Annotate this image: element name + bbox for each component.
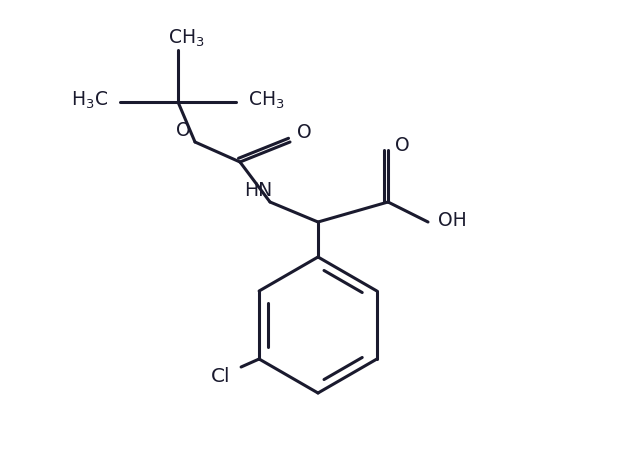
Text: CH$_3$: CH$_3$ <box>248 89 284 110</box>
Text: O: O <box>297 123 311 141</box>
Text: O: O <box>176 120 190 140</box>
Text: O: O <box>395 135 410 155</box>
Text: HN: HN <box>244 180 272 199</box>
Text: CH$_3$: CH$_3$ <box>168 27 204 49</box>
Text: H$_3$C: H$_3$C <box>72 89 109 110</box>
Text: OH: OH <box>438 211 467 229</box>
Text: Cl: Cl <box>211 368 231 386</box>
